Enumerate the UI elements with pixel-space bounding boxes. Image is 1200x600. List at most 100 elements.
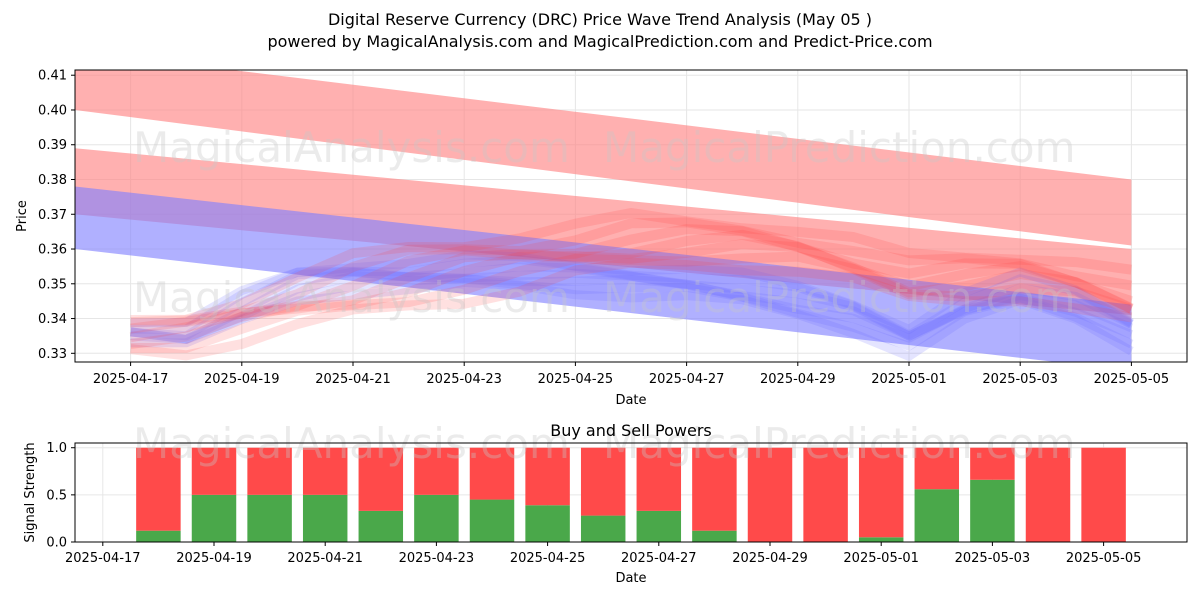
x-axis-label: Date (615, 393, 646, 408)
sell-bar-2025-04-21 (302, 447, 348, 495)
blue-wave-line-6 (130, 250, 1134, 334)
signal-x-tick-label-0: 2025-04-17 (65, 551, 141, 566)
signal-x-tick-label-1: 2025-04-19 (176, 551, 252, 566)
sell-bar-2025-04-22 (358, 447, 404, 511)
sell-bar-2025-04-27 (636, 447, 682, 511)
y-tick-label-1: 0.34 (38, 312, 67, 327)
buy-bar-2025-04-24 (469, 499, 515, 542)
sell-bar-2025-05-01 (858, 447, 904, 538)
x-tick-label-4: 2025-04-25 (538, 372, 614, 387)
signal-y-tick-label-1: 0.5 (46, 488, 67, 503)
signal-y-tick-label-0: 0.0 (46, 536, 67, 551)
buy-bar-2025-04-22 (358, 510, 404, 542)
watermark-text-2: MagicalAnalysis.com (133, 273, 570, 322)
sell-bar-2025-04-28 (692, 447, 737, 531)
signal-x-tick-label-6: 2025-04-29 (732, 551, 808, 566)
buy-bar-2025-05-01 (858, 537, 904, 542)
signal-x-tick-label-5: 2025-04-27 (621, 551, 697, 566)
buy-bar-2025-04-25 (525, 505, 570, 542)
buy-bar-2025-04-20 (247, 494, 292, 542)
buy-bar-2025-04-23 (414, 494, 459, 542)
sell-bar-2025-04-25 (525, 447, 570, 506)
buy-bar-2025-04-19 (191, 494, 237, 542)
x-tick-label-5: 2025-04-27 (649, 372, 725, 387)
x-tick-label-7: 2025-05-01 (871, 372, 947, 387)
sell-bar-2025-05-05 (1081, 447, 1126, 542)
chart-title: Digital Reserve Currency (DRC) Price Wav… (327, 10, 873, 29)
y-axis-label: Price (15, 200, 30, 232)
signal-x-tick-label-8: 2025-05-03 (955, 551, 1031, 566)
watermark-text-1: MagicalPrediction.com (603, 123, 1076, 172)
sell-bar-2025-04-26 (580, 447, 626, 516)
signal-plot-frame (74, 442, 1188, 543)
x-tick-label-3: 2025-04-23 (426, 372, 502, 387)
signal-chart-axes: Buy and Sell Powers 0.0 0.5 1.0 2025-04-17 20… (23, 421, 1188, 586)
x-tick-label-9: 2025-05-05 (1094, 372, 1170, 387)
price-wave-lines (129, 208, 1134, 361)
buy-bar-2025-04-27 (636, 510, 682, 542)
buy-bar-2025-04-18 (136, 530, 181, 542)
y-tick-label-3: 0.36 (38, 243, 67, 258)
upper-red-trend-band (75, 70, 1132, 246)
red-wave-line-6 (130, 208, 1133, 325)
x-tick-label-1: 2025-04-19 (204, 372, 280, 387)
y-tick-label-2: 0.35 (38, 277, 67, 292)
sell-bar-2025-05-04 (1025, 447, 1071, 542)
chart-subtitle: powered by MagicalAnalysis.com and Magic… (267, 32, 933, 51)
y-tick-label-0: 0.33 (38, 347, 67, 362)
blue-wave-line-0 (130, 277, 1134, 361)
red-wave-line-4 (129, 224, 1133, 334)
price-plot-frame (74, 69, 1188, 363)
blue-wave-line-5 (130, 255, 1134, 340)
watermark-text-0: MagicalAnalysis.com (133, 123, 570, 172)
sell-bar-2025-04-18 (136, 447, 181, 531)
buy-bar-2025-05-03 (970, 479, 1015, 542)
buy-bar-2025-05-02 (914, 489, 960, 542)
red-wave-line-5 (130, 217, 1133, 328)
blue-wave-line-3 (130, 267, 1134, 344)
chart-title-block: Digital Reserve Currency (DRC) Price Wav… (0, 9, 1200, 53)
red-wave-line-0 (130, 257, 1133, 361)
x-tick-label-6: 2025-04-29 (760, 372, 836, 387)
sell-bar-2025-05-02 (914, 447, 960, 490)
blue-trend-band (75, 186, 1132, 362)
sell-bar-2025-04-24 (469, 447, 515, 500)
buy-bar-2025-04-26 (580, 515, 626, 542)
price-chart-axes: 0.33 0.34 0.35 0.36 0.37 0.38 0.39 0.40 0.41 2025… (15, 69, 1188, 408)
x-tick-label-2: 2025-04-21 (315, 372, 391, 387)
blue-wave-line-4 (130, 262, 1134, 341)
x-tick-label-0: 2025-04-17 (93, 372, 169, 387)
red-wave-line-1 (130, 251, 1133, 353)
blue-wave-line-2 (130, 271, 1134, 344)
middle-red-trend-band (75, 148, 1132, 316)
signal-x-axis-label: Date (615, 571, 646, 586)
price-trend-bands (75, 70, 1132, 362)
blue-wave-line-1 (130, 274, 1134, 351)
y-tick-label-5: 0.38 (38, 173, 67, 188)
signal-y-axis-label: Signal Strength (23, 442, 38, 542)
sell-bar-2025-04-20 (247, 447, 292, 495)
signal-bars (136, 447, 1126, 542)
buy-bar-2025-04-28 (692, 530, 737, 542)
sell-bar-2025-04-23 (414, 447, 459, 495)
x-tick-label-8: 2025-05-03 (982, 372, 1058, 387)
signal-chart-title: Buy and Sell Powers (550, 421, 712, 440)
buy-bar-2025-04-21 (302, 494, 348, 542)
red-wave-line-3 (129, 229, 1134, 343)
signal-x-tick-label-4: 2025-04-25 (510, 551, 586, 566)
sell-bar-2025-04-19 (191, 447, 237, 495)
price-chart-watermarks: MagicalAnalysis.com MagicalPrediction.com… (133, 123, 1076, 322)
signal-x-tick-label-9: 2025-05-05 (1066, 551, 1142, 566)
sell-bar-2025-04-29 (747, 447, 793, 542)
signal-x-tick-label-2: 2025-04-21 (287, 551, 363, 566)
red-wave-line-2 (129, 239, 1134, 350)
sell-bar-2025-04-30 (803, 447, 848, 542)
y-tick-label-6: 0.39 (38, 138, 67, 153)
y-tick-label-7: 0.40 (38, 103, 67, 118)
signal-y-tick-label-2: 1.0 (46, 441, 67, 456)
watermark-text-3: MagicalPrediction.com (603, 273, 1076, 322)
sell-bar-2025-05-03 (970, 447, 1015, 480)
y-tick-label-8: 0.41 (38, 69, 67, 84)
y-tick-label-4: 0.37 (38, 208, 67, 223)
